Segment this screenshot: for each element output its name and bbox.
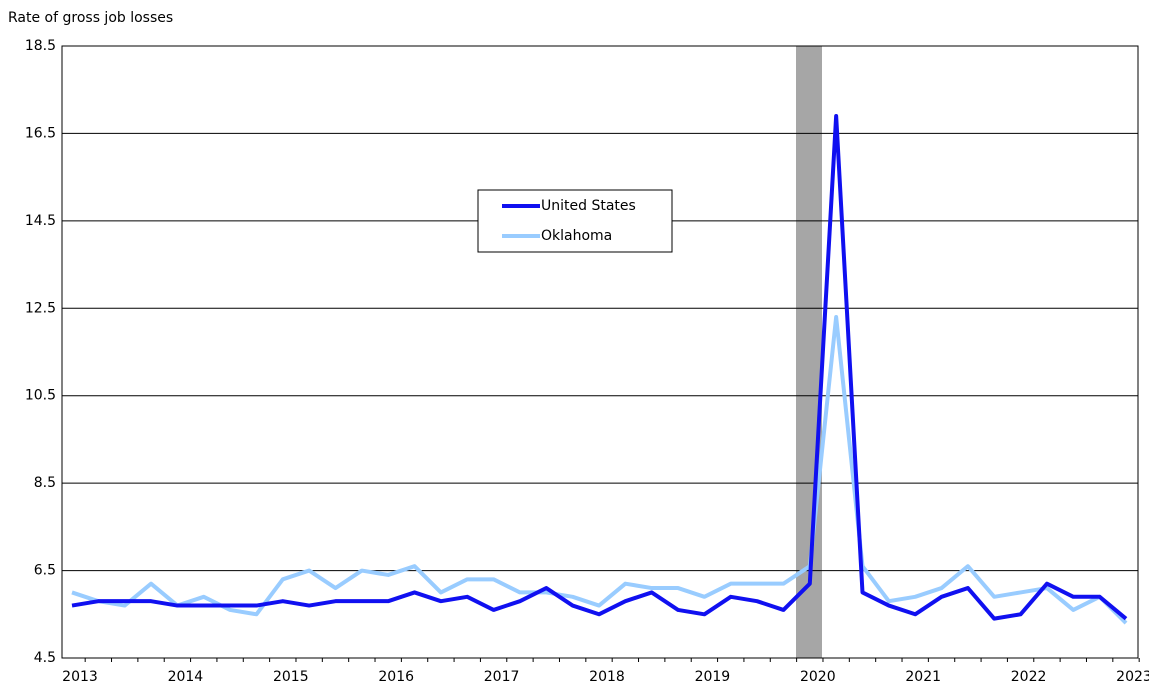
y-tick-label: 14.5 [25,213,56,229]
plot-frame [61,45,1139,659]
legend-box [477,189,673,253]
legend: United States Oklahoma [477,189,673,253]
series-line [71,315,1128,625]
x-tick-label: 2019 [695,669,731,685]
y-tick-label: 8.5 [34,475,56,491]
y-tick-label: 4.5 [34,650,56,666]
y-axis-label: Rate of gross job losses [8,10,173,26]
y-tick-label: 16.5 [25,125,56,141]
x-tick-label: 2020 [800,669,836,685]
y-tick-label: 18.5 [25,38,56,54]
x-tick-label: 2016 [378,669,414,685]
legend-label: United States [541,198,636,214]
x-tick-label: 2017 [484,669,520,685]
x-tick-label: 2022 [1011,669,1047,685]
x-tick-label: 2018 [589,669,625,685]
x-tick-label: 2014 [168,669,204,685]
x-tick-label: 2013 [62,669,98,685]
x-tick-label: 2015 [273,669,309,685]
x-tick-label: 2023 [1116,669,1149,685]
y-tick-label: 12.5 [25,300,56,316]
legend-label: Oklahoma [541,228,612,244]
y-tick-label: 10.5 [25,388,56,404]
x-tick-label: 2021 [905,669,941,685]
series-line [71,113,1128,621]
y-tick-label: 6.5 [34,563,56,579]
